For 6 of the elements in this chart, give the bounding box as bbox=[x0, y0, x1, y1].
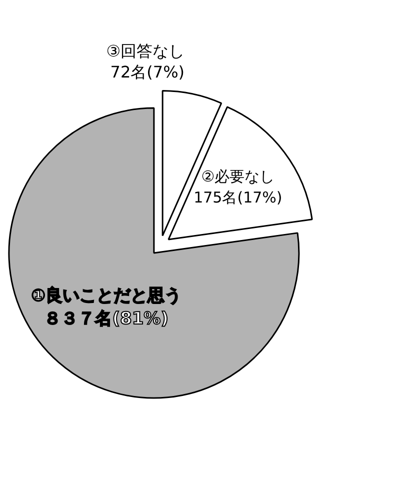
data-label: 175名(17%) bbox=[194, 188, 282, 206]
slice-label: ③回答なし bbox=[106, 41, 185, 60]
data-label: ８３７名(81%) bbox=[44, 309, 168, 330]
slice-label: ①良いことだと思う bbox=[31, 286, 182, 306]
slice-label: ②必要なし bbox=[201, 168, 275, 186]
data-label: 72名(7%) bbox=[110, 62, 185, 82]
